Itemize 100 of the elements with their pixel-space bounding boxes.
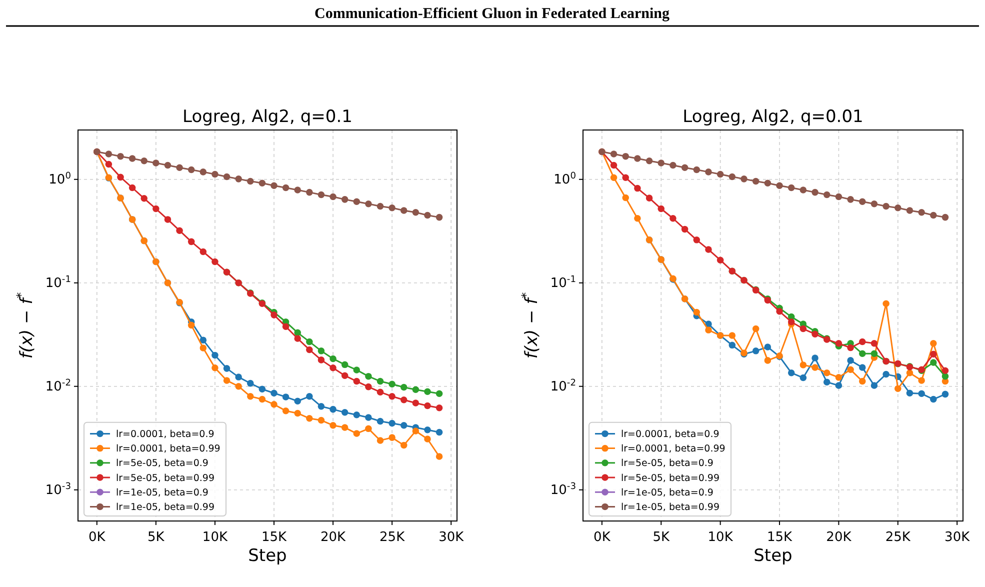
point bbox=[140, 157, 148, 164]
point bbox=[365, 372, 372, 380]
point bbox=[117, 174, 124, 181]
point bbox=[376, 202, 384, 210]
legend-label: lr=0.0001, beta=0.99 bbox=[116, 444, 220, 455]
point bbox=[412, 208, 420, 216]
x-tick-label: 10K bbox=[202, 530, 228, 545]
point bbox=[436, 404, 443, 412]
point bbox=[258, 386, 266, 393]
point bbox=[622, 152, 629, 160]
point bbox=[705, 320, 712, 328]
point bbox=[188, 238, 195, 246]
point bbox=[436, 428, 443, 436]
point bbox=[117, 152, 124, 160]
legend-label: lr=1e-05, beta=0.99 bbox=[116, 502, 214, 514]
point bbox=[752, 178, 760, 185]
y-tick-label: 10$^{0}$ bbox=[48, 172, 72, 188]
legend-label: lr=5e-05, beta=0.9 bbox=[621, 458, 714, 470]
point bbox=[270, 312, 278, 318]
point bbox=[681, 226, 688, 233]
point bbox=[610, 162, 618, 169]
point bbox=[365, 414, 372, 421]
point bbox=[388, 434, 396, 441]
point bbox=[412, 400, 420, 406]
point bbox=[858, 338, 866, 346]
x-tick-label: 10K bbox=[708, 530, 734, 545]
point bbox=[294, 329, 301, 336]
point bbox=[246, 380, 254, 387]
point bbox=[670, 214, 676, 222]
point bbox=[681, 164, 688, 171]
point bbox=[152, 205, 160, 212]
point bbox=[330, 422, 336, 429]
point bbox=[388, 204, 396, 212]
point bbox=[235, 382, 242, 390]
y-tick-label: 10$^{-3}$ bbox=[45, 482, 72, 498]
point bbox=[212, 352, 218, 359]
point bbox=[282, 323, 290, 330]
point bbox=[128, 184, 136, 192]
x-tick-label: 25K bbox=[380, 530, 406, 545]
point bbox=[930, 359, 937, 366]
point bbox=[212, 170, 218, 178]
point bbox=[223, 377, 230, 384]
point bbox=[788, 369, 795, 376]
y-tick-label: 10$^{-2}$ bbox=[45, 378, 71, 395]
point bbox=[942, 372, 949, 380]
point bbox=[246, 393, 254, 400]
point bbox=[646, 157, 653, 164]
point bbox=[634, 214, 641, 222]
point bbox=[376, 388, 384, 396]
point bbox=[918, 390, 925, 398]
x-tick-label: 0K bbox=[88, 530, 106, 545]
point bbox=[400, 442, 408, 449]
point bbox=[882, 370, 890, 378]
point bbox=[812, 364, 818, 371]
point bbox=[436, 214, 443, 221]
point bbox=[424, 402, 431, 410]
point bbox=[152, 160, 160, 166]
point bbox=[400, 207, 408, 214]
x-tick-label: 30K bbox=[438, 530, 464, 545]
point bbox=[388, 393, 396, 400]
legend-label: lr=0.0001, beta=0.99 bbox=[621, 444, 726, 455]
legend-label: lr=1e-05, beta=0.99 bbox=[621, 502, 720, 514]
point bbox=[930, 340, 937, 347]
x-tick-label: 20K bbox=[320, 530, 346, 545]
point bbox=[353, 378, 360, 385]
point bbox=[918, 377, 925, 384]
text: Communication-Efficient Gluon in Federated Learning bbox=[314, 6, 670, 22]
point bbox=[693, 236, 700, 244]
point bbox=[365, 200, 372, 208]
point bbox=[365, 425, 372, 432]
point bbox=[764, 344, 772, 350]
point bbox=[752, 325, 760, 332]
point bbox=[223, 365, 230, 372]
legend-label: lr=1e-05, beta=0.9 bbox=[621, 487, 714, 498]
point bbox=[318, 403, 325, 410]
point bbox=[270, 390, 278, 397]
point bbox=[105, 160, 112, 168]
legend-label: lr=0.0001, beta=0.9 bbox=[116, 429, 214, 440]
point bbox=[388, 420, 396, 427]
point bbox=[776, 308, 783, 315]
point bbox=[436, 453, 443, 460]
y-tick-label: 10$^{0}$ bbox=[554, 172, 576, 188]
legend-label: lr=5e-05, beta=0.99 bbox=[116, 472, 214, 484]
point bbox=[930, 396, 937, 403]
point bbox=[658, 205, 665, 212]
point bbox=[610, 174, 618, 181]
point bbox=[318, 348, 325, 354]
point bbox=[424, 436, 431, 442]
point bbox=[705, 168, 712, 176]
point bbox=[176, 164, 183, 171]
point bbox=[670, 162, 676, 169]
point bbox=[318, 416, 325, 424]
point bbox=[800, 362, 807, 368]
point bbox=[728, 173, 736, 180]
point bbox=[246, 178, 254, 185]
point bbox=[812, 330, 818, 338]
point bbox=[646, 194, 653, 202]
point bbox=[212, 364, 218, 372]
point bbox=[376, 437, 384, 444]
legend-label: lr=1e-05, beta=0.9 bbox=[116, 487, 208, 498]
